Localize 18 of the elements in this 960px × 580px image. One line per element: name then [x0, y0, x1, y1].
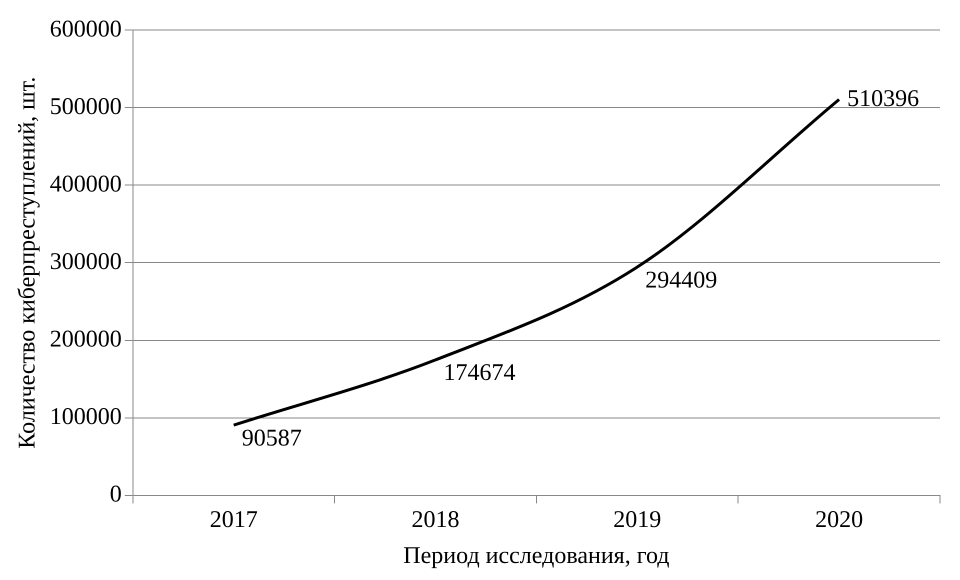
- y-tick-label: 200000: [50, 326, 122, 353]
- y-axis-title: Количество киберпреступлений, шт.: [14, 76, 41, 449]
- data-label: 294409: [645, 267, 718, 294]
- x-tick-label: 2020: [815, 507, 864, 534]
- x-tick-label: 2019: [613, 507, 662, 534]
- y-tick-label: 600000: [50, 16, 122, 42]
- y-tick-label: 0: [110, 482, 122, 508]
- line-series: [232, 98, 841, 427]
- x-tick-label: 2017: [210, 507, 258, 534]
- y-tick-label: 300000: [50, 248, 122, 275]
- y-tick-label: 500000: [50, 94, 122, 120]
- data-label: 510396: [847, 86, 920, 112]
- x-axis-title: Период исследования, год: [403, 542, 670, 569]
- data-label: 90587: [242, 425, 302, 452]
- y-tick-label: 400000: [50, 171, 122, 198]
- x-tick-label: 2018: [412, 507, 460, 534]
- y-tick-label: 100000: [50, 404, 122, 430]
- data-label: 174674: [444, 360, 516, 386]
